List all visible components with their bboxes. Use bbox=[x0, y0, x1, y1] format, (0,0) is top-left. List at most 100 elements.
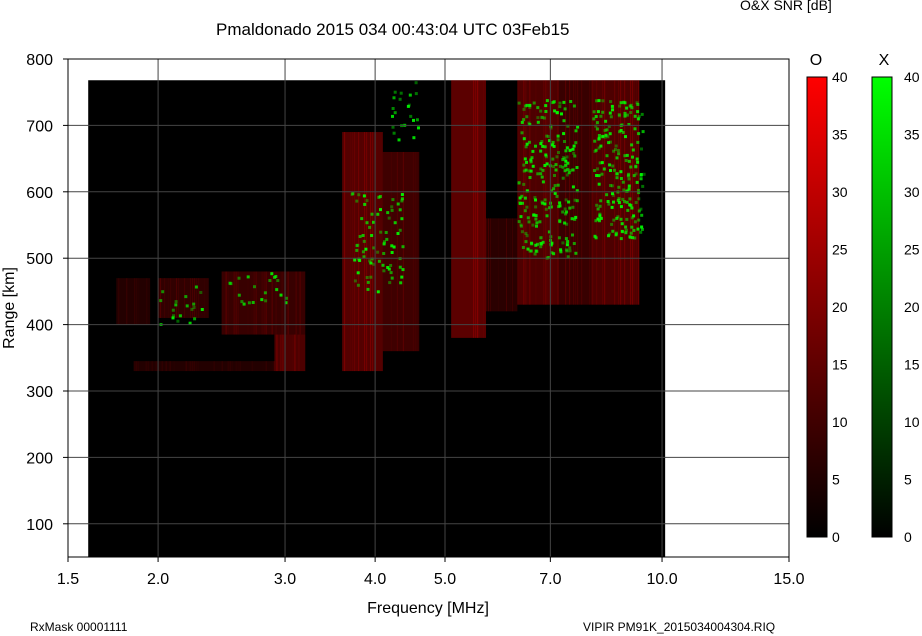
x-mode-echo bbox=[539, 245, 543, 249]
x-mode-echo bbox=[625, 106, 629, 110]
x-mode-echo bbox=[616, 149, 620, 152]
x-mode-echo bbox=[625, 200, 629, 204]
o-mode-streak bbox=[502, 218, 503, 311]
x-mode-echo bbox=[634, 172, 638, 176]
x-mode-echo bbox=[619, 237, 623, 241]
x-mode-echo bbox=[543, 145, 547, 149]
x-mode-echo bbox=[377, 259, 381, 263]
x-mode-echo bbox=[534, 205, 538, 209]
colorbar-tick-label: 35 bbox=[832, 127, 848, 143]
x-mode-echo bbox=[392, 96, 396, 100]
x-mode-echo bbox=[534, 243, 538, 247]
x-mode-echo bbox=[564, 198, 568, 202]
o-mode-streak bbox=[604, 80, 606, 305]
x-mode-echo bbox=[534, 198, 537, 202]
x-mode-echo bbox=[538, 220, 542, 224]
colorbar-tick-label: 15 bbox=[904, 357, 920, 373]
x-mode-echo bbox=[565, 168, 569, 172]
x-mode-echo bbox=[382, 252, 386, 255]
x-mode-echo bbox=[549, 243, 553, 247]
x-mode-echo bbox=[525, 234, 529, 238]
x-mode-echo bbox=[627, 177, 631, 181]
x-mode-echo bbox=[400, 217, 404, 221]
x-mode-echo bbox=[634, 201, 638, 204]
x-mode-echo bbox=[630, 143, 634, 147]
x-mode-echo bbox=[528, 249, 532, 253]
o-mode-streak bbox=[298, 334, 300, 372]
x-mode-echo bbox=[390, 205, 394, 209]
x-mode-echo bbox=[633, 127, 637, 131]
x-mode-echo bbox=[562, 156, 566, 159]
x-mode-echo bbox=[363, 202, 367, 206]
x-mode-echo bbox=[642, 172, 646, 176]
o-mode-streak bbox=[551, 80, 553, 305]
x-mode-echo bbox=[629, 165, 633, 169]
x-mode-echo bbox=[387, 267, 391, 271]
x-mode-echo bbox=[609, 184, 612, 187]
x-mode-echo bbox=[617, 201, 621, 205]
x-mode-echo bbox=[624, 225, 628, 229]
x-mode-echo bbox=[565, 210, 568, 214]
o-mode-streak bbox=[264, 361, 265, 371]
o-mode-streak bbox=[237, 361, 239, 372]
x-mode-echo bbox=[417, 126, 420, 130]
x-mode-echo bbox=[625, 153, 629, 157]
o-mode-streak bbox=[147, 361, 149, 372]
o-mode-streak bbox=[510, 218, 511, 311]
x-mode-echo bbox=[565, 243, 569, 247]
x-mode-echo bbox=[624, 159, 628, 162]
x-mode-echo bbox=[571, 205, 575, 209]
o-mode-streak bbox=[151, 361, 153, 372]
x-mode-echo bbox=[564, 237, 568, 241]
heatmap-layer bbox=[88, 80, 666, 557]
o-mode-streak bbox=[533, 80, 534, 304]
x-mode-echo bbox=[400, 193, 404, 196]
x-mode-echo bbox=[539, 167, 543, 171]
x-mode-echo bbox=[545, 134, 549, 138]
x-mode-echo bbox=[640, 213, 644, 217]
x-mode-echo bbox=[600, 172, 604, 176]
x-mode-echo bbox=[628, 197, 632, 201]
x-mode-echo bbox=[604, 133, 608, 137]
x-mode-echo bbox=[228, 281, 232, 285]
o-mode-streak bbox=[160, 278, 162, 318]
x-mode-echo bbox=[563, 221, 567, 225]
o-mode-streak bbox=[287, 271, 289, 335]
x-mode-echo bbox=[597, 134, 601, 137]
x-mode-echo bbox=[412, 136, 416, 140]
colorbar-tick-label: 0 bbox=[832, 529, 840, 545]
x-mode-echo bbox=[599, 199, 603, 203]
x-mode-echo bbox=[610, 104, 614, 108]
x-mode-echo bbox=[566, 255, 570, 259]
x-mode-echo bbox=[527, 140, 531, 144]
x-mode-echo bbox=[568, 249, 572, 253]
x-mode-echo bbox=[611, 192, 614, 196]
x-mode-echo bbox=[621, 180, 625, 184]
colorbar-o-label: O bbox=[810, 52, 822, 69]
x-mode-echo bbox=[564, 149, 568, 153]
o-mode-streak bbox=[498, 218, 499, 311]
o-mode-streak bbox=[212, 361, 213, 371]
x-mode-echo bbox=[607, 202, 611, 206]
x-mode-echo bbox=[619, 101, 623, 105]
x-mode-echo bbox=[534, 144, 537, 148]
o-mode-streak bbox=[135, 361, 137, 372]
heatmap-background bbox=[88, 80, 666, 557]
x-mode-echo bbox=[268, 279, 272, 282]
x-mode-echo bbox=[366, 280, 370, 284]
o-mode-streak bbox=[188, 361, 189, 371]
x-mode-echo bbox=[376, 212, 380, 216]
x-mode-echo bbox=[246, 275, 250, 279]
x-mode-echo bbox=[400, 197, 404, 201]
x-mode-echo bbox=[541, 180, 545, 184]
x-mode-echo bbox=[640, 225, 644, 229]
o-mode-streak bbox=[275, 271, 277, 335]
o-mode-streak bbox=[235, 271, 237, 335]
x-mode-echo bbox=[571, 185, 575, 189]
x-mode-echo bbox=[536, 242, 539, 246]
x-mode-echo bbox=[393, 90, 397, 94]
o-mode-streak bbox=[254, 361, 255, 371]
x-mode-echo bbox=[552, 252, 556, 256]
o-mode-streak bbox=[344, 132, 346, 372]
x-mode-echo bbox=[596, 217, 600, 221]
